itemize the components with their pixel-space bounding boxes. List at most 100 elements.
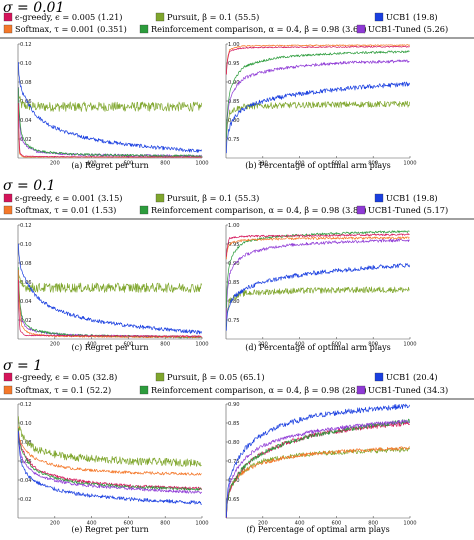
legend-swatch-pursuit: [155, 372, 165, 382]
series-line-reinf: [18, 87, 202, 158]
panel-regret: 0.02 0.04 0.06 0.08 0.10 0.12 200 400 600 800 1000…: [17, 402, 209, 534]
x-tick-label: 600: [123, 342, 133, 348]
series-line-egreedy: [18, 102, 202, 158]
series-line-reinf: [226, 50, 410, 138]
series-line-pursuit: [18, 89, 202, 112]
x-tick-label: 800: [368, 161, 378, 167]
legend-label-ucb1: UCB1 (20.4): [386, 372, 438, 382]
y-tick-label: 0.04: [20, 118, 32, 124]
x-tick-label: 1000: [403, 521, 416, 527]
series-line-ucb1: [226, 81, 410, 154]
legend-label-egreedy: ϵ-greedy, ϵ = 0.001 (3.15): [15, 193, 123, 203]
x-tick-label: 800: [160, 161, 170, 167]
x-tick-label: 400: [87, 161, 97, 167]
series-line-softmax: [226, 236, 410, 260]
series-line-softmax: [18, 426, 202, 476]
y-tick-label: 0.80: [228, 299, 240, 305]
x-tick-label: 200: [258, 161, 268, 167]
section-3: σ = 1ϵ-greedy, ϵ = 0.05 (32.8) Pursuit, β…: [0, 358, 474, 534]
panel-caption: (d) Percentage of optimal arm plays: [245, 343, 391, 352]
sigma-label: σ = 0.01: [3, 0, 64, 16]
legend-label-ucb1t: UCB1-Tuned (34.3): [368, 385, 448, 395]
legend-swatch-reinf: [139, 205, 149, 215]
y-tick-label: 0.04: [20, 478, 32, 484]
series-line-ucb1: [226, 403, 410, 518]
legend-swatch-ucb1: [374, 12, 384, 22]
x-tick-label: 200: [50, 342, 60, 348]
x-tick-label: 1000: [403, 342, 416, 348]
sigma-label: σ = 1: [3, 358, 42, 374]
legend-swatch-ucb1: [374, 372, 384, 382]
y-tick-label: 0.08: [20, 261, 32, 267]
x-tick-label: 600: [331, 521, 341, 527]
y-tick-label: 0.85: [228, 280, 240, 286]
panel-caption: (e) Regret per turn: [71, 525, 148, 534]
legend-label-reinf: Reinforcement comparison, α = 0.4, β = 0…: [151, 205, 367, 215]
legend-label-pursuit: Pursuit, β = 0.1 (55.3): [167, 193, 259, 203]
x-tick-label: 200: [50, 521, 60, 527]
y-tick-label: 0.10: [20, 421, 32, 427]
y-tick-label: 0.08: [20, 80, 32, 86]
y-tick-label: 0.90: [228, 402, 240, 408]
y-tick-label: 0.10: [20, 61, 32, 67]
legend-label-ucb1t: UCB1-Tuned (5.26): [368, 24, 448, 34]
panel-optimal: 0.75 0.80 0.85 0.90 0.95 1.00 200 400 600 800 1000…: [225, 223, 417, 352]
legend-swatch-egreedy: [3, 193, 13, 203]
legend-label-egreedy: ϵ-greedy, ϵ = 0.005 (1.21): [15, 12, 123, 22]
series-line-pursuit: [18, 273, 202, 293]
y-tick-label: 0.85: [228, 421, 240, 427]
x-tick-label: 600: [123, 161, 133, 167]
series-line-egreedy: [226, 233, 410, 257]
series-line-pursuit: [18, 416, 202, 467]
legend-label-softmax: Softmax, τ = 0.1 (52.2): [15, 385, 111, 395]
legend: ϵ-greedy, ϵ = 0.001 (3.15) Pursuit, β = 0…: [3, 193, 448, 215]
y-tick-label: 1.00: [228, 223, 240, 229]
y-tick-label: 0.75: [228, 459, 240, 465]
x-tick-label: 600: [123, 521, 133, 527]
panel-caption: (c) Regret per turn: [71, 343, 148, 352]
panel-caption: (f) Percentage of optimal arm plays: [246, 525, 389, 534]
x-tick-label: 400: [295, 521, 305, 527]
y-tick-label: 1.00: [228, 42, 240, 48]
y-tick-label: 0.95: [228, 242, 240, 248]
legend-label-ucb1t: UCB1-Tuned (5.17): [368, 205, 448, 215]
y-tick-label: 0.02: [20, 318, 32, 324]
y-tick-label: 0.12: [20, 402, 32, 408]
legend-swatch-pursuit: [155, 193, 165, 203]
legend-label-egreedy: ϵ-greedy, ϵ = 0.05 (32.8): [15, 372, 117, 382]
legend-label-softmax: Softmax, τ = 0.001 (0.351): [15, 24, 127, 34]
y-tick-label: 0.75: [228, 318, 240, 324]
y-tick-label: 0.65: [228, 497, 240, 503]
legend-label-ucb1: UCB1 (19.8): [386, 193, 438, 203]
x-tick-label: 600: [331, 342, 341, 348]
x-tick-label: 1000: [195, 521, 208, 527]
panel-caption: (b) Percentage of optimal arm plays: [245, 161, 391, 170]
sigma-label: σ = 0.1: [3, 178, 55, 194]
legend-swatch-reinf: [139, 24, 149, 34]
series-line-ucb1t: [226, 419, 410, 518]
x-tick-label: 200: [50, 161, 60, 167]
x-tick-label: 600: [331, 161, 341, 167]
legend-swatch-ucb1t: [356, 24, 366, 34]
legend: ϵ-greedy, ϵ = 0.05 (32.8) Pursuit, β = 0.…: [3, 372, 448, 395]
legend-label-ucb1: UCB1 (19.8): [386, 12, 438, 22]
x-tick-label: 200: [258, 342, 268, 348]
panel-caption: (a) Regret per turn: [71, 161, 148, 170]
y-tick-label: 0.06: [20, 280, 32, 286]
series-line-ucb1t: [226, 238, 410, 320]
y-tick-label: 0.90: [228, 261, 240, 267]
series-line-softmax: [226, 446, 410, 519]
y-tick-label: 0.12: [20, 223, 32, 229]
y-tick-label: 0.90: [228, 80, 240, 86]
series-line-egreedy: [226, 45, 410, 75]
series-line-reinf: [226, 230, 410, 308]
legend-swatch-ucb1: [374, 193, 384, 203]
legend-swatch-ucb1t: [356, 205, 366, 215]
y-tick-label: 0.75: [228, 137, 240, 143]
y-tick-label: 0.02: [20, 497, 32, 503]
panel-regret: 0.02 0.04 0.06 0.08 0.10 0.12 200 400 600 800 1000…: [17, 42, 209, 170]
x-tick-label: 1000: [195, 342, 208, 348]
series-line-softmax: [226, 44, 410, 75]
